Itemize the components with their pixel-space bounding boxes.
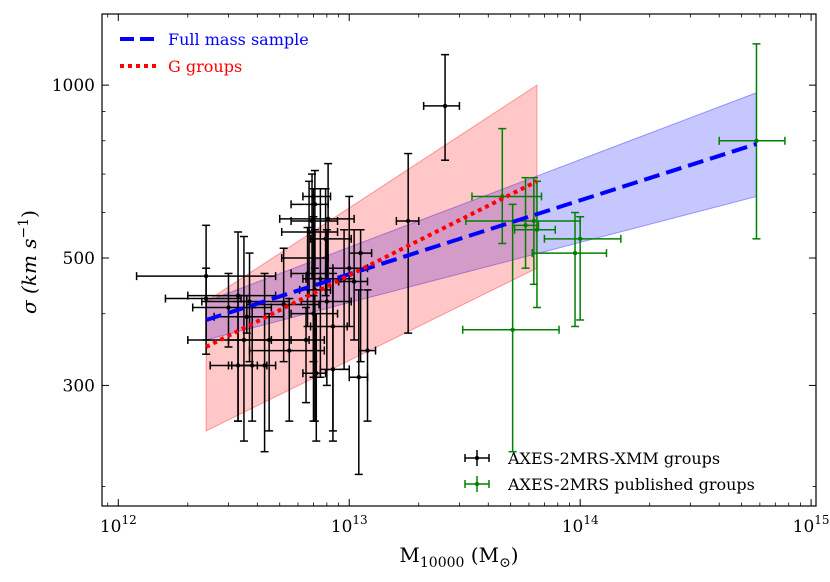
data-point [365, 348, 370, 353]
x-tick-label: 1014 [562, 513, 599, 537]
data-point [531, 218, 537, 224]
data-point [572, 250, 578, 256]
data-point [244, 314, 249, 320]
data-point [754, 138, 759, 143]
data-point [266, 337, 272, 343]
errorbar-point [513, 180, 557, 309]
errorbar-point [511, 176, 540, 269]
data-point [442, 103, 448, 109]
data-point [577, 236, 583, 242]
fit-line-1 [205, 179, 538, 349]
legend-published-label: AXES-2MRS published groups [507, 475, 755, 494]
legend-xmm-label: AXES-2MRS-XMM groups [507, 449, 720, 468]
data-point [226, 305, 231, 310]
errorbar-point [302, 312, 327, 442]
data-point [347, 265, 352, 271]
data-point [356, 375, 361, 380]
x-tick-label: 1013 [331, 513, 368, 537]
x-tick-label: 1012 [100, 513, 137, 537]
data-point [325, 216, 331, 222]
data-point [314, 371, 319, 376]
y-tick-label: 500 [63, 249, 95, 269]
legend-full-mass-label: Full mass sample [168, 30, 309, 49]
data-point [311, 194, 316, 199]
errorbar-point [531, 211, 608, 328]
data-point [358, 250, 363, 256]
band-1 [205, 84, 538, 432]
data-point [534, 227, 540, 232]
errorbar-point [248, 297, 326, 422]
legend-published-marker [464, 476, 490, 492]
data-point [287, 348, 292, 353]
data-point [303, 337, 309, 343]
errorbar-point [543, 215, 622, 321]
fit-line-0 [205, 142, 758, 322]
errorbar-point [309, 188, 352, 297]
data-point [235, 293, 241, 298]
data-point [351, 279, 357, 284]
errorbar-point [348, 228, 373, 363]
y-axis-title: σ (km s−1) [16, 210, 41, 314]
legend-xmm-marker [464, 450, 490, 466]
errorbar-point [465, 176, 581, 286]
data-point [203, 296, 209, 301]
data-point [523, 223, 528, 228]
errorbar-point [461, 203, 560, 453]
errorbar-point [358, 289, 377, 422]
marker-legend: AXES-2MRS-XMM groups AXES-2MRS published… [464, 449, 755, 494]
y-tick-label: 300 [63, 376, 95, 396]
data-point [324, 299, 330, 304]
errorbars-layer [135, 43, 786, 476]
legend-g-groups-label: G groups [168, 57, 242, 76]
data-point [405, 218, 411, 224]
errorbar-point [337, 228, 369, 341]
ticks-layer: 1012 1013 1014 1015 300 500 1000 [52, 14, 830, 537]
y-tick-label: 1000 [52, 76, 95, 96]
errorbar-point [422, 53, 461, 161]
data-point [262, 363, 267, 368]
plot-frame [101, 13, 817, 507]
errorbar-point [718, 43, 786, 240]
x-tick-label: 1015 [793, 513, 830, 537]
data-point [306, 229, 312, 235]
data-point [247, 299, 252, 304]
x-axis-title: M10000 (M⊙) [399, 543, 518, 571]
errorbar-point [395, 152, 420, 334]
data-point [330, 367, 336, 372]
errorbar-point [278, 162, 355, 280]
data-point [510, 327, 515, 332]
line-legend: Full mass sample G groups [120, 30, 309, 76]
fitlines-layer [205, 142, 758, 349]
errorbar-point [319, 272, 350, 442]
